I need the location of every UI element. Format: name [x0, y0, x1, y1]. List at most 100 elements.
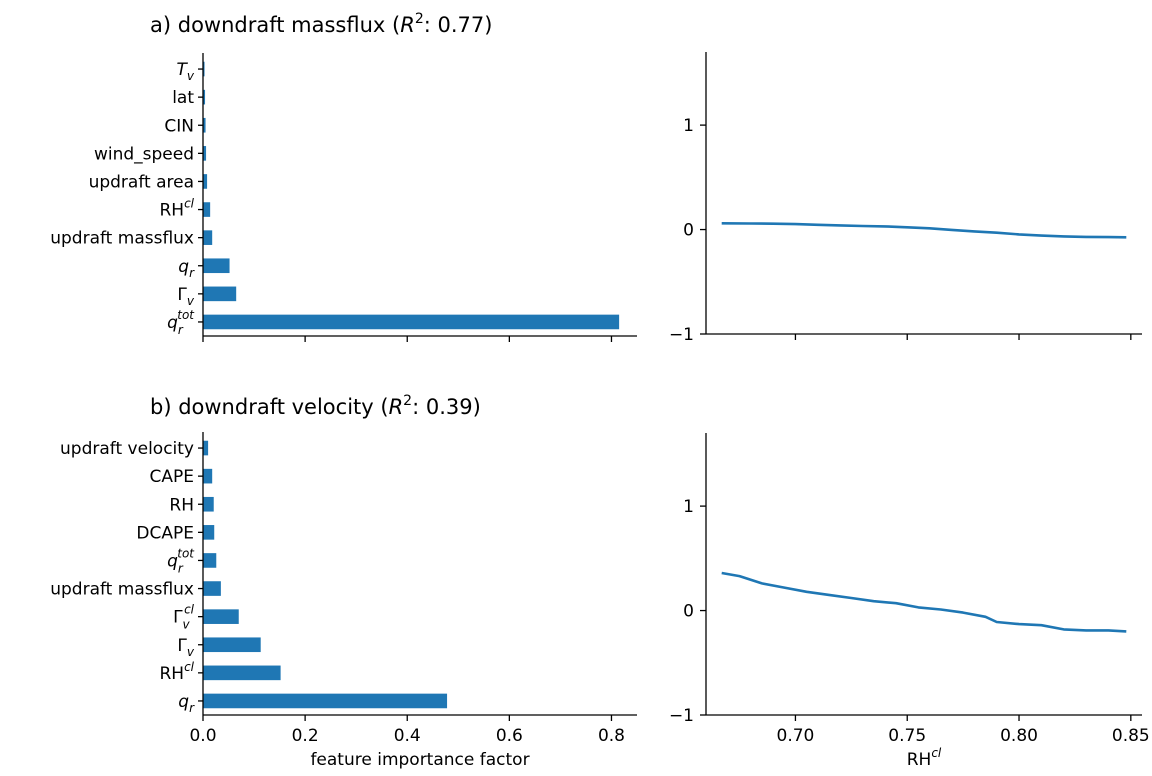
b-bar-ytick-label-base: Γ: [173, 608, 183, 628]
a-bar-ytick-label: qr: [178, 257, 195, 280]
a-bar-bar: [203, 61, 205, 77]
a-bar-bar: [203, 202, 211, 217]
a-bar-ytick-label: CIN: [164, 116, 194, 136]
b-line-ytick-label: 0: [683, 602, 694, 622]
b-line-xtick-label: 0.70: [777, 726, 815, 746]
b-line-series-line: [721, 571, 1127, 633]
a-bar-ytick-label: Γv: [177, 285, 194, 308]
b-bar-ytick-label-base: updraft massflux: [50, 580, 194, 600]
a-bar-ytick-label-base: wind_speed: [94, 144, 194, 164]
chart-a-dependence: −1 0 1: [669, 52, 1142, 345]
a-bar-ytick-label-base: lat: [172, 88, 194, 108]
a-bar-ytick-label-sub: v: [187, 69, 195, 83]
b-line-xlabel-sup: cl: [931, 746, 942, 760]
a-bar-ytick-label-base: updraft area: [89, 172, 194, 192]
b-bar-bar: [203, 496, 214, 512]
a-bar-bar: [203, 117, 206, 133]
b-bar-ytick-label: updraft velocity: [60, 439, 194, 459]
b-bar-ytick-label: qrtot: [167, 546, 195, 575]
a-line-ytick-label: 1: [683, 116, 694, 136]
b-bar-ytick-label-base: q: [178, 692, 189, 712]
b-line-ytick-label: −1: [669, 706, 694, 726]
b-line-xlabel-base: RH: [907, 750, 932, 770]
a-bar-ytick-label: lat: [172, 88, 194, 108]
b-bar-ytick-label: RH: [169, 495, 194, 515]
a-bar-bar: [203, 314, 620, 330]
b-bar-title-r: R: [389, 395, 404, 419]
b-bar-bar: [203, 440, 209, 456]
a-bar-ytick-label: Tv: [177, 60, 195, 83]
a-line-ytick-label: −1: [669, 325, 694, 345]
b-bar-bar: [203, 553, 217, 568]
b-bar-ytick-label: qr: [178, 692, 195, 715]
b-bar-title-suffix: : 0.39): [412, 395, 481, 419]
a-bar-ytick-label-base: Γ: [177, 285, 187, 305]
a-bar-ytick-label-base: CIN: [164, 116, 194, 136]
a-bar-title-sup: 2: [415, 11, 424, 27]
a-bar-ytick-label-base: q: [178, 257, 189, 277]
b-bar-ytick-label: DCAPE: [136, 523, 194, 543]
a-bar-title-r: R: [400, 13, 415, 37]
a-bar-ytick-label: updraft massflux: [50, 229, 194, 249]
a-bar-bar: [203, 230, 213, 245]
b-bar-ytick-label-sub: v: [187, 645, 195, 659]
a-bar-ytick-label: updraft area: [89, 172, 194, 192]
b-line-xtick-label: 0.85: [1112, 726, 1150, 746]
b-bar-xtick-label: 0.2: [292, 726, 319, 746]
a-bar-ytick-label-base: q: [167, 313, 178, 333]
b-bar-ytick-label-sub: r: [189, 701, 195, 715]
b-bar-ytick-label: CAPE: [150, 467, 195, 487]
a-bar-title-suffix: : 0.77): [424, 13, 493, 37]
b-bar-ytick-label-sup: cl: [184, 660, 195, 674]
b-bar-ytick-label-base: CAPE: [150, 467, 195, 487]
b-line-xtick-label: 0.80: [1000, 726, 1038, 746]
chart-a-importance: a) downdraft massflux (R2: 0.77)qrtotΓvq…: [50, 11, 637, 342]
b-bar-ytick-label: updraft massflux: [50, 580, 194, 600]
chart-b-importance: b) downdraft velocity (R2: 0.39)qrRHclΓv…: [50, 393, 637, 770]
a-bar-ytick-label-sub: r: [189, 266, 195, 280]
b-bar-title: b) downdraft velocity (R2: 0.39): [150, 393, 481, 419]
a-bar-title-prefix: a) downdraft massflux (: [150, 13, 400, 37]
a-bar-bar: [203, 146, 207, 161]
a-bar-ytick-label-base: T: [177, 60, 189, 80]
a-bar-bar: [203, 258, 230, 274]
b-bar-bar: [203, 581, 221, 596]
a-bar-ytick-label-base: updraft massflux: [50, 229, 194, 249]
b-bar-xlabel: feature importance factor: [310, 750, 529, 770]
chart-b-dependence: −1 0 1 0.70 0.75 0.80 0.85 RHcl: [669, 433, 1150, 770]
b-bar-ytick-label: Γvcl: [173, 603, 195, 632]
b-bar-bar: [203, 609, 239, 624]
b-bar-bar: [203, 665, 281, 681]
b-bar-bar: [203, 468, 213, 484]
a-bar-title: a) downdraft massflux (R2: 0.77): [150, 11, 492, 37]
b-bar-ytick-label-base: RH: [159, 664, 184, 684]
a-bar-ytick-label-sup: tot: [177, 308, 195, 322]
b-bar-ytick-label-sub: v: [183, 618, 191, 632]
b-bar-ytick-label-sup: tot: [177, 546, 195, 560]
b-bar-ytick-label-base: Γ: [177, 636, 187, 656]
b-bar-bar: [203, 525, 215, 540]
b-bar-title-sup: 2: [403, 393, 412, 409]
b-bar-ytick-label-base: DCAPE: [136, 523, 194, 543]
b-bar-bar: [203, 637, 261, 653]
b-bar-ytick-label-base: updraft velocity: [60, 439, 194, 459]
b-bar-title-prefix: b) downdraft velocity (: [150, 395, 389, 419]
a-bar-ytick-label: RHcl: [159, 197, 194, 221]
b-line-xtick-label: 0.75: [888, 726, 926, 746]
a-bar-ytick-label-base: RH: [159, 201, 184, 221]
b-bar-bar: [203, 693, 448, 709]
b-bar-ytick-label: RHcl: [159, 660, 194, 684]
a-bar-bar: [203, 286, 237, 302]
b-bar-ytick-label-sub: r: [178, 561, 184, 575]
a-bar-bar: [203, 89, 206, 105]
b-bar-xtick-label: 0.6: [496, 726, 523, 746]
b-bar-ytick-label-base: q: [167, 551, 178, 571]
b-line-xlabel: RHcl: [907, 746, 942, 770]
a-bar-ytick-label-sub: v: [187, 294, 195, 308]
b-bar-ytick-label-sup: cl: [184, 603, 195, 617]
a-bar-ytick-label: qrtot: [167, 308, 195, 337]
b-line-ytick-label: 1: [683, 497, 694, 517]
a-bar-bar: [203, 174, 208, 189]
a-line-series-line: [721, 222, 1127, 239]
